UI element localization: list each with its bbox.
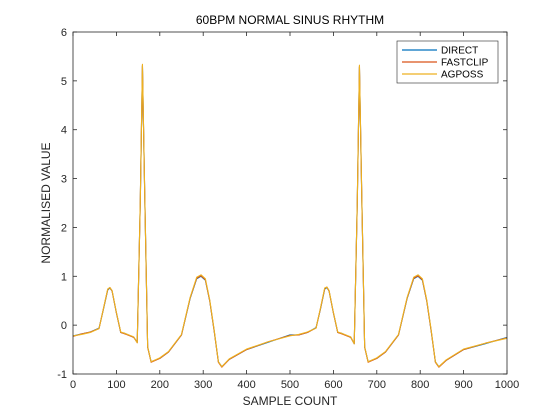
y-tick-label: 2: [61, 222, 67, 234]
x-tick-label: 0: [70, 379, 76, 391]
axes-layer: 0 100 200 300 400 500 600 700 800 900 1000-1012345…: [57, 27, 519, 391]
x-tick-label: 200: [151, 379, 169, 391]
x-tick-label: 900: [454, 379, 472, 391]
x-tick-label: 1000: [495, 379, 519, 391]
x-tick-label: 100: [107, 379, 125, 391]
y-tick-label: 6: [61, 27, 67, 39]
x-tick-label: 300: [194, 379, 212, 391]
legend-label-agposs: AGPOSS: [441, 70, 484, 81]
legend-label-fastclip: FASTCLIP: [441, 58, 489, 69]
series-line-agposs: [72, 63, 508, 368]
x-axis-label: SAMPLE COUNT: [243, 394, 338, 408]
y-tick-label: 4: [61, 125, 67, 137]
chart-title: 60BPM NORMAL SINUS RHYTHM: [196, 13, 384, 27]
y-tick-label: -1: [57, 369, 67, 381]
y-axis-label: NORMALISED VALUE: [39, 142, 53, 263]
series-layer: [72, 63, 508, 368]
y-tick-label: 1: [61, 271, 67, 283]
x-tick-label: 500: [281, 379, 299, 391]
x-tick-label: 800: [411, 379, 429, 391]
y-tick-label: 0: [61, 320, 67, 332]
x-tick-label: 600: [324, 379, 342, 391]
x-tick-label: 400: [237, 379, 255, 391]
legend-label-direct: DIRECT: [441, 46, 478, 57]
y-tick-label: 5: [61, 76, 67, 88]
y-tick-label: 3: [61, 174, 67, 186]
x-tick-label: 700: [368, 379, 386, 391]
